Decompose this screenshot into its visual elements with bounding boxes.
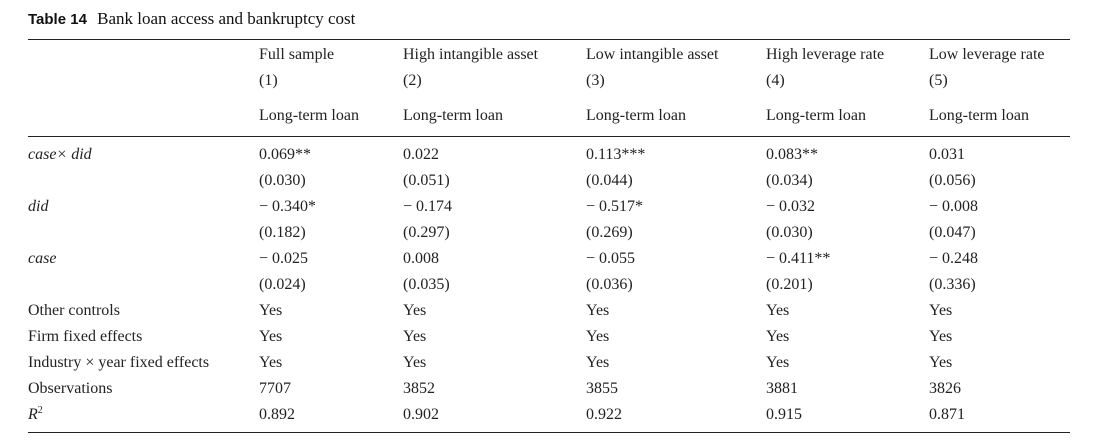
row-label: did bbox=[28, 198, 49, 215]
row-label: case bbox=[28, 250, 57, 267]
value-cell: Yes bbox=[403, 328, 427, 345]
row-label: Observations bbox=[28, 380, 113, 397]
value-cell: 0.902 bbox=[403, 406, 439, 423]
bottom-rule bbox=[28, 432, 1070, 434]
value-cell: Yes bbox=[766, 302, 790, 319]
table-title: Bank loan access and bankruptcy cost bbox=[97, 9, 356, 28]
column-header-index: (3) bbox=[586, 72, 605, 89]
table-number: Table 14 bbox=[28, 11, 87, 28]
value-cell: Yes bbox=[259, 354, 283, 371]
value-cell: Yes bbox=[403, 354, 427, 371]
value-cell: 0.922 bbox=[586, 406, 622, 423]
row-label: Firm fixed effects bbox=[28, 328, 143, 345]
row-label: Industry × year fixed effects bbox=[28, 354, 210, 371]
column-header-dependent-variable: Long-term loan bbox=[929, 107, 1029, 124]
standard-error-cell: (0.044) bbox=[586, 172, 633, 189]
standard-error-cell: (0.036) bbox=[586, 276, 633, 293]
column-header-name: Full sample bbox=[259, 46, 335, 63]
coefficient-cell: − 0.517* bbox=[586, 198, 644, 215]
standard-error-cell: (0.034) bbox=[766, 172, 813, 189]
coefficient-cell: − 0.248 bbox=[929, 250, 979, 267]
standard-error-cell: (0.035) bbox=[403, 276, 450, 293]
standard-error-cell: (0.047) bbox=[929, 224, 976, 241]
value-cell: Yes bbox=[403, 302, 427, 319]
column-header-dependent-variable: Long-term loan bbox=[403, 107, 503, 124]
standard-error-cell: (0.030) bbox=[259, 172, 306, 189]
header-rule bbox=[28, 136, 1070, 137]
column-header-index: (1) bbox=[259, 72, 278, 89]
coefficient-cell: − 0.411** bbox=[766, 250, 831, 267]
value-cell: 7707 bbox=[259, 380, 291, 397]
value-cell: 0.892 bbox=[259, 406, 295, 423]
value-cell: Yes bbox=[929, 302, 953, 319]
column-header-dependent-variable: Long-term loan bbox=[586, 107, 686, 124]
coefficient-cell: 0.008 bbox=[403, 250, 439, 267]
coefficient-cell: 0.083** bbox=[766, 146, 818, 163]
standard-error-cell: (0.182) bbox=[259, 224, 306, 241]
row-label: case× did bbox=[28, 146, 92, 163]
column-header-index: (2) bbox=[403, 72, 422, 89]
value-cell: Yes bbox=[766, 354, 790, 371]
standard-error-cell: (0.024) bbox=[259, 276, 306, 293]
value-cell: 0.871 bbox=[929, 406, 965, 423]
standard-error-cell: (0.269) bbox=[586, 224, 633, 241]
value-cell: Yes bbox=[259, 302, 283, 319]
coefficient-cell: − 0.340* bbox=[259, 198, 317, 215]
column-header-name: High leverage rate bbox=[766, 46, 885, 63]
coefficient-cell: 0.113*** bbox=[586, 146, 646, 163]
row-label: Other controls bbox=[28, 302, 120, 319]
column-header-dependent-variable: Long-term loan bbox=[259, 107, 359, 124]
value-cell: Yes bbox=[586, 354, 610, 371]
value-cell: 3881 bbox=[766, 380, 798, 397]
column-header-dependent-variable: Long-term loan bbox=[766, 107, 866, 124]
column-header-name: Low intangible asset bbox=[586, 46, 719, 63]
value-cell: 0.915 bbox=[766, 406, 802, 423]
column-header-index: (5) bbox=[929, 72, 948, 89]
value-cell: Yes bbox=[586, 302, 610, 319]
value-cell: 3855 bbox=[586, 380, 618, 397]
coefficient-cell: − 0.008 bbox=[929, 198, 979, 215]
top-rule bbox=[28, 39, 1070, 41]
value-cell: Yes bbox=[766, 328, 790, 345]
standard-error-cell: (0.336) bbox=[929, 276, 976, 293]
coefficient-cell: − 0.055 bbox=[586, 250, 636, 267]
coefficient-cell: − 0.174 bbox=[403, 198, 453, 215]
coefficient-cell: 0.022 bbox=[403, 146, 439, 163]
value-cell: 3826 bbox=[929, 380, 961, 397]
standard-error-cell: (0.297) bbox=[403, 224, 450, 241]
coefficient-cell: − 0.032 bbox=[766, 198, 816, 215]
standard-error-cell: (0.201) bbox=[766, 276, 813, 293]
value-cell: 3852 bbox=[403, 380, 435, 397]
value-cell: Yes bbox=[259, 328, 283, 345]
standard-error-cell: (0.051) bbox=[403, 172, 450, 189]
row-label-superscript: 2 bbox=[37, 405, 43, 416]
standard-error-cell: (0.056) bbox=[929, 172, 976, 189]
value-cell: Yes bbox=[586, 328, 610, 345]
row-label: R2 bbox=[28, 405, 43, 424]
column-header-name: High intangible asset bbox=[403, 46, 539, 63]
coefficient-cell: 0.031 bbox=[929, 146, 965, 163]
table-caption: Table 14 Bank loan access and bankruptcy… bbox=[28, 9, 355, 29]
column-header-index: (4) bbox=[766, 72, 785, 89]
value-cell: Yes bbox=[929, 328, 953, 345]
value-cell: Yes bbox=[929, 354, 953, 371]
coefficient-cell: − 0.025 bbox=[259, 250, 309, 267]
standard-error-cell: (0.030) bbox=[766, 224, 813, 241]
coefficient-cell: 0.069** bbox=[259, 146, 311, 163]
column-header-name: Low leverage rate bbox=[929, 46, 1045, 63]
